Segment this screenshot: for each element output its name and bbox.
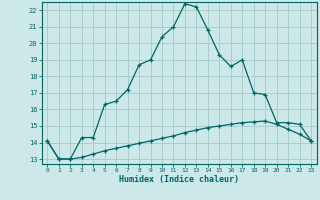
X-axis label: Humidex (Indice chaleur): Humidex (Indice chaleur) [119,175,239,184]
